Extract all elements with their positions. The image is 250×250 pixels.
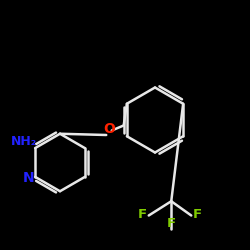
Text: O: O (104, 122, 116, 136)
Text: F: F (193, 208, 202, 221)
Text: NH₂: NH₂ (11, 136, 37, 148)
Text: F: F (138, 208, 147, 221)
Text: F: F (167, 217, 176, 230)
Text: N: N (22, 171, 34, 185)
